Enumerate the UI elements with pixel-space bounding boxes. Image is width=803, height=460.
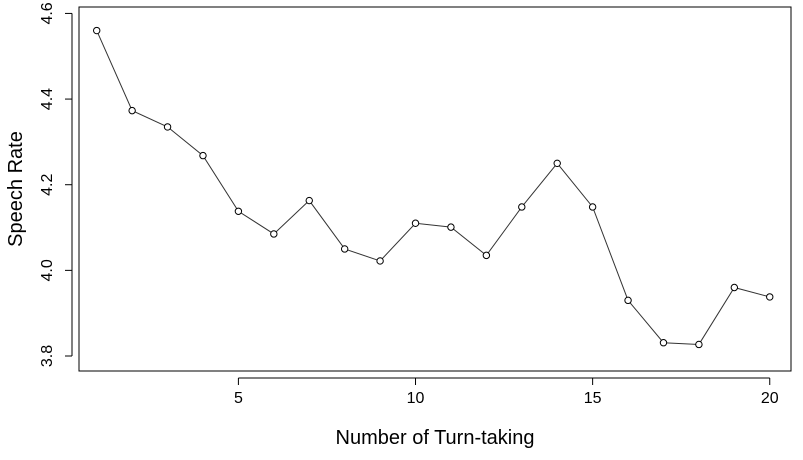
data-point [730, 283, 739, 292]
x-tick-label: 15 [584, 390, 602, 407]
data-point [695, 340, 703, 349]
data-point [447, 223, 455, 231]
x-tick-label: 10 [407, 390, 425, 407]
data-point [234, 207, 243, 215]
y-tick-label: 4.0 [39, 259, 56, 281]
data-point [340, 245, 349, 253]
data-point [93, 26, 101, 35]
data-point [766, 293, 774, 301]
series-line [96, 30, 770, 345]
x-tick-label: 5 [234, 390, 243, 407]
y-tick-label: 4.6 [39, 2, 56, 24]
data-point [624, 296, 632, 305]
data-point [553, 159, 561, 168]
y-tick-label: 4.4 [39, 88, 56, 110]
data-point [163, 123, 172, 131]
data-point [376, 257, 384, 265]
y-tick-label: 3.8 [39, 345, 56, 367]
x-axis-title: Number of Turn-taking [336, 427, 535, 449]
data-point [270, 230, 278, 238]
y-axis-title: Speech Rate [5, 131, 27, 247]
data-point [482, 251, 491, 260]
x-tick-label: 20 [761, 390, 779, 407]
data-point [128, 106, 136, 115]
data-point [659, 339, 668, 347]
data-point [518, 203, 526, 211]
y-axis: 3.8 4.0 4.2 4.4 4.6 [39, 2, 73, 367]
data-point [588, 203, 597, 211]
x-axis: 5 10 15 20 [234, 377, 779, 407]
data-point [411, 219, 420, 227]
y-tick-label: 4.2 [39, 173, 56, 195]
data-point [305, 196, 313, 205]
series-layer [93, 26, 774, 349]
data-point [199, 151, 207, 160]
plot-frame [78, 6, 792, 372]
